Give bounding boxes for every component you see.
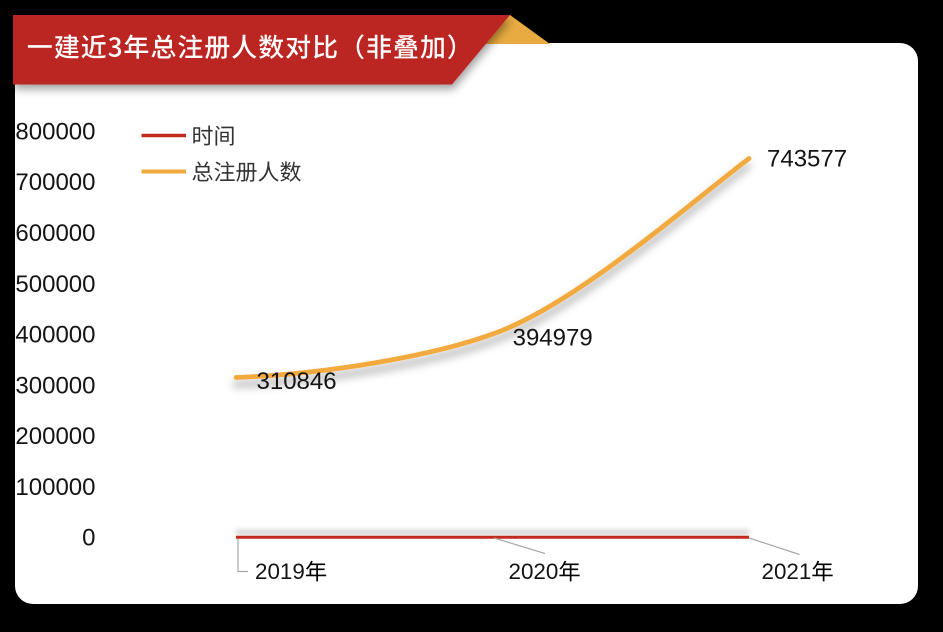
svg-text:2019: 2019 [255, 559, 305, 584]
svg-text:0: 0 [82, 525, 95, 552]
svg-text:2021: 2021 [762, 559, 812, 584]
svg-text:100000: 100000 [15, 474, 95, 501]
svg-text:310846: 310846 [257, 368, 337, 395]
svg-text:700000: 700000 [15, 169, 95, 196]
svg-text:300000: 300000 [15, 372, 95, 399]
svg-text:200000: 200000 [15, 423, 95, 450]
svg-text:2020: 2020 [509, 559, 559, 584]
svg-text:394979: 394979 [513, 324, 593, 351]
svg-text:500000: 500000 [15, 271, 95, 298]
svg-text:400000: 400000 [15, 322, 95, 349]
svg-text:743577: 743577 [767, 145, 847, 172]
svg-text:600000: 600000 [15, 220, 95, 247]
svg-text:800000: 800000 [15, 118, 95, 145]
